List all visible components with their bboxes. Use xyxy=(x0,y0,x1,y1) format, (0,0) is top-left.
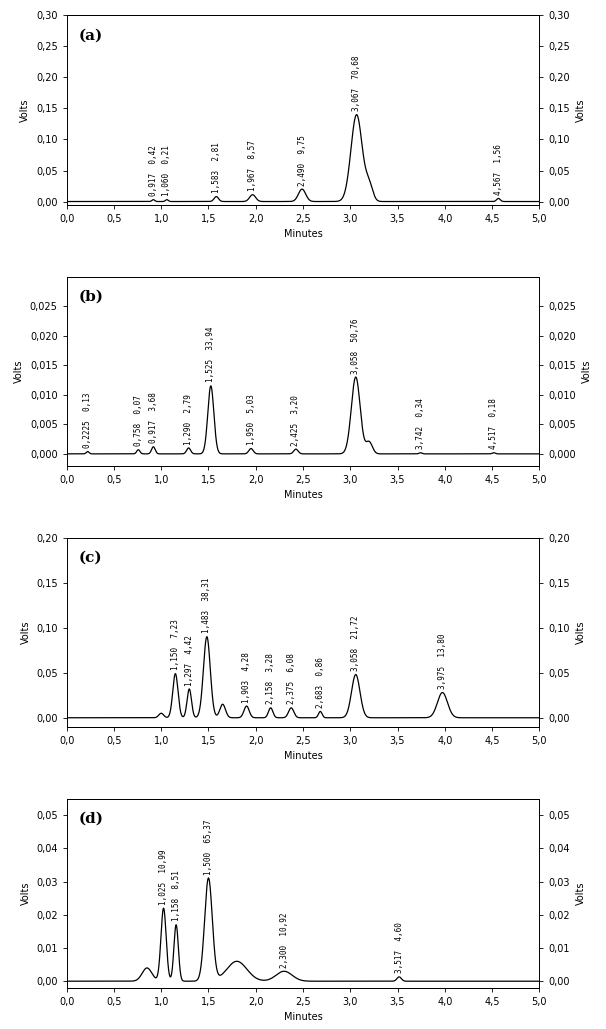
Y-axis label: Volts: Volts xyxy=(576,882,585,904)
Y-axis label: Volts: Volts xyxy=(576,99,585,121)
Y-axis label: Volts: Volts xyxy=(14,359,24,383)
Text: 0,917  3,68: 0,917 3,68 xyxy=(149,392,158,443)
Text: 4,567  1,56: 4,567 1,56 xyxy=(494,144,503,196)
Text: 0,2225  0,13: 0,2225 0,13 xyxy=(83,393,92,448)
Text: 1,158  8,51: 1,158 8,51 xyxy=(171,871,181,921)
Text: 2,158  3,28: 2,158 3,28 xyxy=(266,653,275,705)
Text: (d): (d) xyxy=(79,812,104,826)
Y-axis label: Volts: Volts xyxy=(21,99,30,121)
Text: 1,525  33,94: 1,525 33,94 xyxy=(206,327,215,383)
X-axis label: Minutes: Minutes xyxy=(284,751,322,761)
Y-axis label: Volts: Volts xyxy=(21,882,30,904)
X-axis label: Minutes: Minutes xyxy=(284,490,322,500)
Text: 1,483  38,31: 1,483 38,31 xyxy=(202,577,211,633)
Text: (b): (b) xyxy=(79,290,104,304)
Text: 1,967  8,57: 1,967 8,57 xyxy=(248,140,257,191)
Text: 2,300  10,92: 2,300 10,92 xyxy=(279,913,288,968)
Text: 1,150  7,23: 1,150 7,23 xyxy=(171,619,180,670)
Y-axis label: Volts: Volts xyxy=(576,620,585,644)
Text: 1,060  0,21: 1,060 0,21 xyxy=(162,145,171,197)
Text: 1,500  65,37: 1,500 65,37 xyxy=(204,819,213,875)
X-axis label: Minutes: Minutes xyxy=(284,1013,322,1023)
Text: 1,290  2,79: 1,290 2,79 xyxy=(184,394,193,445)
Text: 1,025  10,99: 1,025 10,99 xyxy=(159,849,168,904)
Text: 2,425  3,20: 2,425 3,20 xyxy=(291,395,301,446)
Text: 3,742  0,34: 3,742 0,34 xyxy=(416,398,425,450)
Text: (a): (a) xyxy=(79,29,103,42)
Text: 2,375  6,08: 2,375 6,08 xyxy=(287,653,296,705)
Text: 0,758  0,07: 0,758 0,07 xyxy=(134,395,143,447)
Text: 4,517  0,18: 4,517 0,18 xyxy=(489,398,498,450)
Y-axis label: Volts: Volts xyxy=(21,620,30,644)
Text: 3,975  13,80: 3,975 13,80 xyxy=(438,634,447,689)
Text: 3,517  4,60: 3,517 4,60 xyxy=(395,923,404,973)
Text: 3,058  21,72: 3,058 21,72 xyxy=(351,615,360,671)
Text: 2,683  0,86: 2,683 0,86 xyxy=(316,658,325,708)
Text: 0,917  0,42: 0,917 0,42 xyxy=(149,145,158,197)
Text: 2,490  9,75: 2,490 9,75 xyxy=(298,135,307,185)
Text: 3,058  50,76: 3,058 50,76 xyxy=(351,318,360,374)
Text: 1,583  2,81: 1,583 2,81 xyxy=(212,142,221,193)
Y-axis label: Volts: Volts xyxy=(582,359,592,383)
Text: 1,297  4,42: 1,297 4,42 xyxy=(185,635,194,685)
Text: 1,903  4,28: 1,903 4,28 xyxy=(242,651,251,703)
Text: 3,067  70,68: 3,067 70,68 xyxy=(352,56,361,111)
Text: 1,950  5,03: 1,950 5,03 xyxy=(247,394,256,446)
X-axis label: Minutes: Minutes xyxy=(284,229,322,239)
Text: (c): (c) xyxy=(79,551,102,565)
